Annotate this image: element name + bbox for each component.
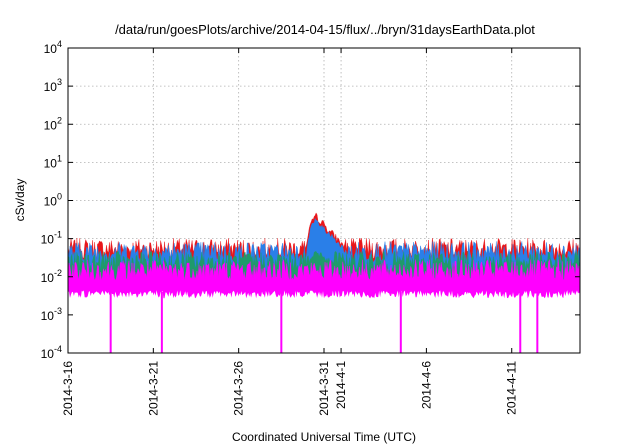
dropout-spike bbox=[399, 291, 402, 353]
x-tick-label: 2014-3-31 bbox=[317, 361, 331, 416]
x-tick-label: 2014-3-16 bbox=[61, 361, 75, 416]
x-tick-label: 2014-4-11 bbox=[505, 361, 519, 415]
dropout-spike bbox=[160, 291, 163, 353]
x-tick-label: 2014-3-26 bbox=[232, 361, 246, 416]
x-tick-label: 2014-4-1 bbox=[334, 361, 348, 409]
y-tick-label: 10-3 bbox=[41, 306, 62, 323]
y-tick-label: 104 bbox=[44, 39, 62, 56]
y-axis-label: cSv/day bbox=[13, 179, 27, 222]
y-tick-label: 102 bbox=[44, 115, 62, 132]
dropout-spike bbox=[536, 291, 539, 353]
chart-title: /data/run/goesPlots/archive/2014-04-15/f… bbox=[115, 22, 535, 37]
y-tick-label: 101 bbox=[44, 153, 62, 170]
x-tick-label: 2014-4-6 bbox=[419, 361, 433, 409]
y-tick-label: 10-2 bbox=[41, 268, 62, 285]
x-axis: 2014-3-16 2014-3-21 2014-3-26 2014-3-31 2014… bbox=[61, 48, 519, 416]
x-tick-label: 2014-3-21 bbox=[146, 361, 160, 416]
x-axis-label: Coordinated Universal Time (UTC) bbox=[232, 430, 416, 444]
dropout-spike bbox=[109, 291, 112, 353]
series-lower-envelope bbox=[68, 290, 580, 353]
y-tick-label: 100 bbox=[44, 192, 62, 209]
dropout-spike bbox=[280, 291, 283, 353]
series-group bbox=[67, 212, 581, 354]
y-tick-label: 10-4 bbox=[41, 344, 62, 361]
y-tick-label: 10-1 bbox=[41, 230, 62, 247]
dropout-spike bbox=[519, 291, 522, 353]
y-tick-label: 103 bbox=[44, 77, 62, 94]
